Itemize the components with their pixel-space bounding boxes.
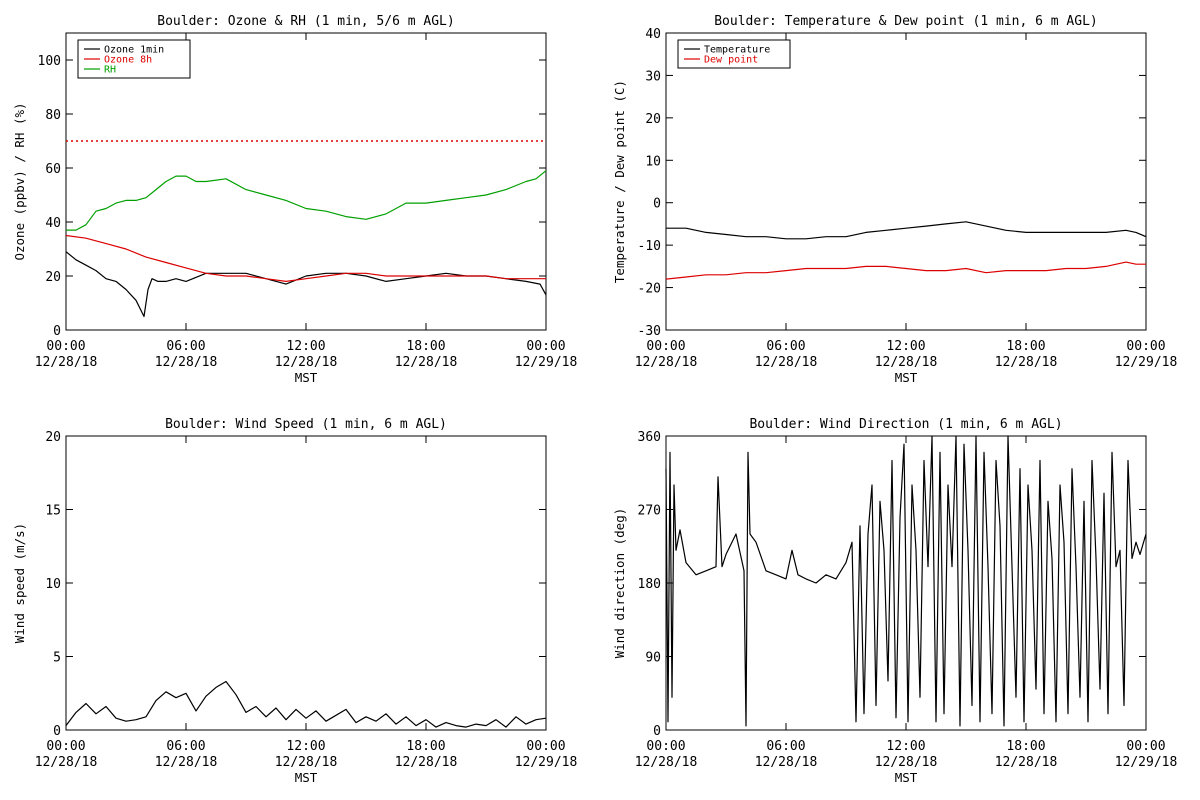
chart-title: Boulder: Ozone & RH (1 min, 5/6 m AGL): [157, 14, 454, 29]
x-tick-label-date: 12/28/18: [755, 355, 818, 370]
y-tick-label: 40: [645, 27, 661, 42]
x-tick-label-time: 00:00: [526, 739, 565, 754]
series-line-1: [65, 680, 547, 728]
y-tick-label: 90: [645, 651, 661, 666]
x-tick-label-date: 12/28/18: [275, 755, 338, 770]
y-axis-label: Temperature / Dew point (C): [612, 80, 627, 283]
plot-frame: [65, 435, 547, 731]
x-tick-label-date: 12/28/18: [395, 755, 458, 770]
y-tick-label: -20: [638, 282, 661, 297]
y-tick-label: 40: [45, 216, 61, 231]
x-tick-label-date: 12/28/18: [635, 355, 698, 370]
y-tick-label: 100: [38, 54, 61, 69]
chart-title: Boulder: Wind Direction (1 min, 6 m AGL): [749, 417, 1062, 432]
x-tick-label-date: 12/29/18: [515, 755, 578, 770]
x-tick-label-date: 12/28/18: [275, 355, 338, 370]
y-tick-label: -30: [638, 324, 661, 339]
chart-title: Boulder: Wind Speed (1 min, 6 m AGL): [165, 417, 447, 432]
x-tick-label-time: 12:00: [886, 739, 925, 754]
x-tick-label-date: 12/28/18: [995, 755, 1058, 770]
x-axis-label: MST: [295, 770, 318, 785]
x-tick-label-date: 12/28/18: [635, 755, 698, 770]
x-tick-label-time: 00:00: [646, 339, 685, 354]
y-tick-label: 270: [638, 504, 661, 519]
y-tick-label: 80: [45, 108, 61, 123]
x-axis-label: MST: [295, 370, 318, 385]
x-tick-label-date: 12/28/18: [35, 355, 98, 370]
legend-entry: Dew point: [704, 55, 758, 66]
chart-panel-1: Boulder: Ozone & RH (1 min, 5/6 m AGL) 0 2…: [12, 14, 577, 385]
series-line-3: [66, 170, 547, 231]
y-tick-label: 20: [45, 270, 61, 285]
chart-title: Boulder: Temperature & Dew point (1 min,…: [714, 14, 1098, 29]
x-tick-label-date: 12/28/18: [35, 755, 98, 770]
x-tick-label-time: 12:00: [286, 739, 325, 754]
x-tick-label-time: 00:00: [1126, 739, 1165, 754]
x-tick-label-time: 00:00: [526, 339, 565, 354]
x-tick-label-time: 06:00: [766, 339, 805, 354]
y-tick-label: 60: [45, 162, 61, 177]
x-tick-label-date: 12/29/18: [1115, 355, 1178, 370]
y-tick-label: 5: [53, 651, 61, 666]
y-tick-label: 180: [638, 577, 661, 592]
legend-entry: Ozone 8h: [104, 55, 152, 66]
x-tick-label-time: 06:00: [766, 739, 805, 754]
chart-panel-2: Boulder: Temperature & Dew point (1 min,…: [612, 14, 1177, 385]
x-tick-label-time: 00:00: [46, 739, 85, 754]
y-tick-label: -10: [638, 239, 661, 254]
legend-box: [677, 39, 791, 69]
y-tick-label: 10: [45, 577, 61, 592]
series-line-1: [665, 435, 1147, 727]
series-line-2: [665, 261, 1146, 280]
series-line-1: [65, 251, 547, 318]
x-tick-label-date: 12/29/18: [515, 355, 578, 370]
x-tick-label-time: 12:00: [286, 339, 325, 354]
x-tick-label-date: 12/28/18: [155, 755, 218, 770]
legend-entry: Temperature: [704, 45, 770, 56]
x-tick-label-time: 12:00: [886, 339, 925, 354]
y-tick-label: 10: [645, 154, 661, 169]
x-axis-label: MST: [895, 770, 918, 785]
y-tick-label: 0: [653, 724, 661, 739]
y-tick-label: 15: [45, 504, 61, 519]
x-tick-label-date: 12/28/18: [995, 355, 1058, 370]
x-tick-label-date: 12/28/18: [875, 755, 938, 770]
chart-panel-3: Boulder: Wind Speed (1 min, 6 m AGL) 0 5 10…: [12, 417, 577, 785]
y-tick-label: 30: [645, 69, 661, 84]
y-axis-label: Ozone (ppbv) / RH (%): [12, 102, 27, 260]
series-line-2: [65, 234, 546, 282]
chart-panel-4: Boulder: Wind Direction (1 min, 6 m AGL)…: [612, 417, 1177, 785]
x-tick-label-time: 06:00: [166, 739, 205, 754]
y-tick-label: 0: [53, 724, 61, 739]
x-tick-label-time: 18:00: [1006, 739, 1045, 754]
y-tick-label: 20: [645, 112, 661, 127]
x-tick-label-date: 12/28/18: [395, 355, 458, 370]
x-tick-label-date: 12/28/18: [755, 755, 818, 770]
legend-entry: RH: [104, 65, 116, 76]
y-axis-label: Wind direction (deg): [612, 508, 627, 659]
series-line-1: [666, 221, 1147, 240]
x-tick-label-time: 00:00: [1126, 339, 1165, 354]
x-tick-label-date: 12/28/18: [155, 355, 218, 370]
x-tick-label-time: 18:00: [406, 739, 445, 754]
legend-entry: Ozone 1min: [104, 45, 164, 56]
x-tick-label-date: 12/29/18: [1115, 755, 1178, 770]
x-tick-label-time: 18:00: [406, 339, 445, 354]
y-tick-label: 20: [45, 430, 61, 445]
y-tick-label: 0: [653, 197, 661, 212]
x-axis-label: MST: [895, 370, 918, 385]
x-tick-label-time: 00:00: [646, 739, 685, 754]
x-tick-label-date: 12/28/18: [875, 355, 938, 370]
y-tick-label: 360: [638, 430, 661, 445]
x-tick-label-time: 00:00: [46, 339, 85, 354]
y-tick-label: 0: [53, 324, 61, 339]
y-axis-label: Wind speed (m/s): [12, 523, 27, 643]
plot-frame: [665, 32, 1147, 331]
x-tick-label-time: 18:00: [1006, 339, 1045, 354]
x-tick-label-time: 06:00: [166, 339, 205, 354]
